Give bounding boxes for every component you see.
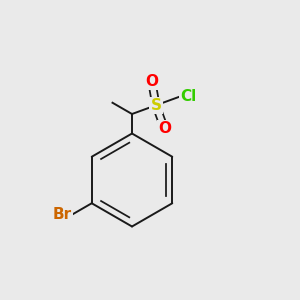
Text: S: S [151,98,161,113]
Text: Cl: Cl [180,89,196,104]
Text: O: O [158,121,171,136]
Text: Br: Br [53,207,72,222]
Text: O: O [145,74,158,88]
